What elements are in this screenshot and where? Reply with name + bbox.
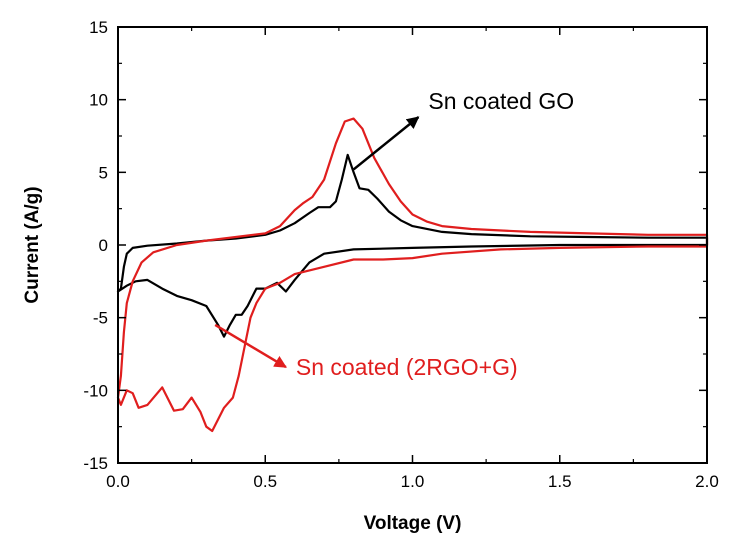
- y-tick-label: 15: [89, 18, 108, 37]
- y-tick-label: 0: [99, 236, 108, 255]
- series-line-2: [116, 117, 709, 433]
- annotation-label-2: Sn coated (2RGO+G): [296, 354, 518, 380]
- x-tick-label: 0.0: [106, 472, 130, 491]
- annotation-arrow-2: [214, 323, 287, 369]
- tick-label-layer: 0.0 0.5 1.0 1.5 2.0 15 10 5 0 -5 -10 -15: [83, 18, 718, 491]
- x-tick-label: 1.5: [548, 472, 572, 491]
- x-tick-label: 1.0: [401, 472, 425, 491]
- tick-layer: [117, 26, 708, 464]
- annotation-layer: Sn coated GO Sn coated (2RGO+G): [214, 88, 574, 380]
- y-tick-label: 5: [99, 163, 108, 182]
- y-tick-label: -10: [83, 381, 108, 400]
- y-tick-label: -5: [93, 309, 108, 328]
- series-layer: [116, 117, 709, 433]
- y-tick-label: -15: [83, 454, 108, 473]
- y-axis-title: Current (A/g): [22, 186, 43, 303]
- x-tick-label: 0.5: [253, 472, 277, 491]
- y-tick-label: 10: [89, 91, 108, 110]
- x-tick-label: 2.0: [695, 472, 719, 491]
- series-line-1: [116, 153, 709, 338]
- annotation-label-1: Sn coated GO: [428, 88, 574, 114]
- annotation-arrow-1: [352, 116, 420, 171]
- x-axis-title: Voltage (V): [364, 513, 462, 534]
